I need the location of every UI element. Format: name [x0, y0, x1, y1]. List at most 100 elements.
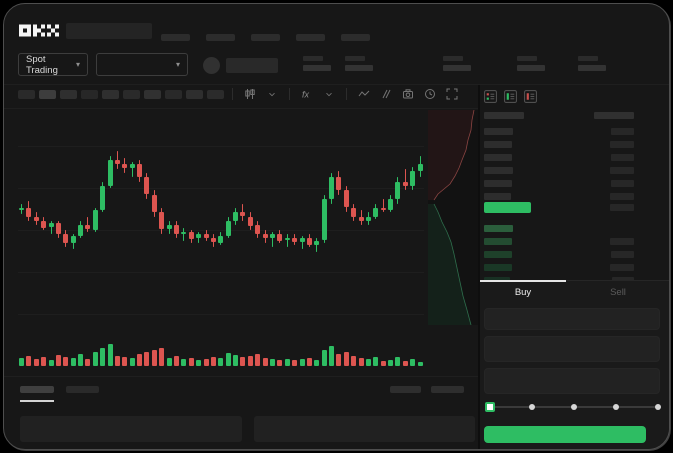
timeframe-button[interactable] — [123, 89, 140, 99]
timeframe-button[interactable] — [18, 89, 35, 99]
market-stat — [517, 56, 545, 71]
timeframe-button[interactable] — [60, 89, 77, 99]
fullscreen-button[interactable] — [445, 87, 459, 101]
nav-item[interactable] — [341, 34, 370, 41]
bid-row[interactable] — [484, 261, 634, 274]
bids-list — [484, 222, 634, 287]
coin-avatar[interactable] — [203, 57, 220, 74]
orderbook-view-bids-button[interactable] — [504, 90, 518, 104]
timeframe-button[interactable] — [39, 89, 56, 99]
trade-tabs: Buy Sell — [480, 280, 669, 303]
ask-price-placeholder — [484, 154, 512, 161]
sell-tab[interactable]: Sell — [566, 281, 669, 303]
slider-dot[interactable] — [571, 404, 577, 410]
bottom-action-placeholder[interactable] — [431, 386, 464, 393]
candle-layer — [18, 112, 424, 330]
bid-row[interactable] — [484, 222, 634, 235]
volume-bar — [211, 357, 216, 366]
indicators-button[interactable]: fx — [300, 87, 314, 101]
ask-size-placeholder — [611, 128, 634, 135]
timeframe-button[interactable] — [102, 89, 119, 99]
slider-dot[interactable] — [655, 404, 661, 410]
volume-bar — [300, 359, 305, 366]
volume-bar — [115, 356, 120, 366]
candle-type-button[interactable] — [243, 87, 257, 101]
nav-item[interactable] — [161, 34, 190, 41]
amount-slider[interactable] — [485, 402, 661, 412]
candle-body — [248, 217, 253, 226]
volume-bar — [403, 361, 408, 366]
okx-logo[interactable] — [19, 24, 59, 42]
candle-body — [196, 234, 201, 238]
bottom-action-placeholder[interactable] — [390, 386, 421, 393]
volume-bar — [19, 358, 24, 366]
history-button[interactable] — [423, 87, 437, 101]
buy-submit-button[interactable] — [484, 426, 646, 443]
last-price-row[interactable] — [484, 202, 634, 213]
candle-body — [93, 210, 98, 230]
nav-item[interactable] — [206, 34, 235, 41]
slider-dot[interactable] — [529, 404, 535, 410]
timeframe-button[interactable] — [81, 89, 98, 99]
volume-bar — [410, 359, 415, 366]
bottom-tab-active[interactable] — [20, 386, 54, 393]
total-input[interactable] — [484, 368, 660, 394]
volume-bar — [130, 358, 135, 366]
pair-selector-dropdown[interactable]: ▾ — [96, 53, 188, 76]
nav-item[interactable] — [296, 34, 325, 41]
buy-tab[interactable]: Buy — [480, 280, 566, 302]
candle-body — [26, 208, 31, 217]
price-chart-canvas[interactable] — [18, 112, 424, 330]
ask-row[interactable] — [484, 125, 634, 138]
volume-bar — [26, 356, 31, 366]
orderbook-view-asks-button[interactable] — [524, 90, 538, 104]
timeframe-button[interactable] — [165, 89, 182, 99]
compare-button[interactable] — [379, 87, 393, 101]
candle-body — [100, 186, 105, 210]
volume-bar — [122, 357, 127, 366]
ask-row[interactable] — [484, 164, 634, 177]
price-input[interactable] — [484, 308, 660, 330]
timeframe-button[interactable] — [144, 89, 161, 99]
ask-size-placeholder — [610, 141, 634, 148]
candle-body — [344, 190, 349, 207]
candle-type-chevron[interactable] — [265, 87, 279, 101]
timeframe-button[interactable] — [186, 89, 203, 99]
stat-label-placeholder — [517, 56, 537, 61]
bottom-tab[interactable] — [66, 386, 99, 393]
ask-row[interactable] — [484, 190, 634, 203]
bid-row[interactable] — [484, 248, 634, 261]
volume-bar — [344, 352, 349, 366]
volume-bar — [351, 356, 356, 366]
ask-row[interactable] — [484, 138, 634, 151]
amount-input[interactable] — [484, 336, 660, 362]
candle-body — [63, 234, 68, 243]
orderbook-view-combined-button[interactable] — [484, 90, 498, 104]
candle-wick — [287, 234, 288, 247]
chart-toolbar: fx — [18, 86, 461, 102]
indicators-chevron[interactable] — [322, 87, 336, 101]
nav-item[interactable] — [251, 34, 280, 41]
candle-chart-icon — [245, 89, 255, 99]
spot-trading-button[interactable]: Spot Trading ▾ — [18, 53, 88, 76]
slider-handle[interactable] — [485, 402, 495, 412]
volume-bar — [381, 361, 386, 366]
line-style-button[interactable] — [357, 87, 371, 101]
screenshot-button[interactable] — [401, 87, 415, 101]
timeframe-button[interactable] — [207, 89, 224, 99]
fx-indicator-icon: fx — [302, 90, 310, 100]
slider-dot[interactable] — [613, 404, 619, 410]
svg-text:fx: fx — [302, 90, 310, 100]
stat-label-placeholder — [345, 56, 365, 61]
candle-body — [211, 238, 216, 242]
candle-body — [159, 212, 164, 229]
volume-pane[interactable] — [18, 338, 424, 366]
order-form — [480, 302, 669, 449]
volume-bar — [263, 358, 268, 366]
ask-row[interactable] — [484, 177, 634, 190]
camera-icon — [403, 89, 413, 99]
volume-bar — [174, 356, 179, 366]
depth-chart[interactable] — [428, 109, 478, 326]
bid-row[interactable] — [484, 235, 634, 248]
ask-row[interactable] — [484, 151, 634, 164]
